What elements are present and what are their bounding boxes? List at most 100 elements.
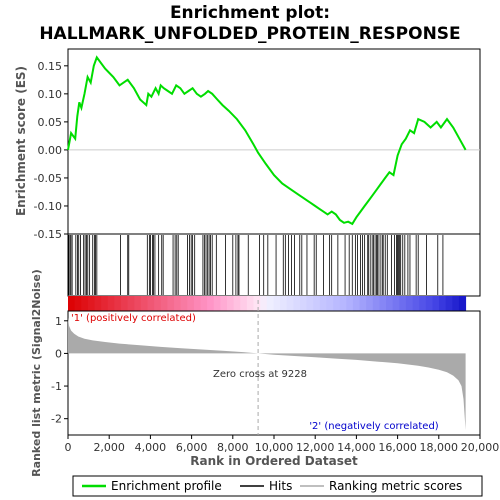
es-panel-frame bbox=[67, 48, 481, 235]
es-y-tick-label: 0.00 bbox=[38, 144, 63, 157]
rank-bar-segment bbox=[233, 296, 241, 311]
es-y-axis-label: Enrichment score (ES) bbox=[14, 66, 28, 216]
metric-y-axis: -2 -1 0 1 bbox=[51, 315, 68, 426]
legend: Enrichment profile Hits Ranking metric sco… bbox=[82, 479, 462, 493]
rank-bar-segment bbox=[74, 296, 82, 311]
rank-bar-segment bbox=[154, 296, 162, 311]
rank-bar-segment bbox=[68, 296, 76, 311]
rank-bar-segment bbox=[352, 296, 361, 311]
rank-bar-segment bbox=[326, 296, 334, 311]
rank-bar-segment bbox=[220, 296, 228, 311]
rank-bar-segment bbox=[167, 296, 175, 311]
rank-bar-segment bbox=[359, 296, 367, 311]
es-y-tick-label: 0.15 bbox=[38, 60, 63, 73]
rank-bar-segment bbox=[273, 296, 281, 311]
x-tick-label: 6,000 bbox=[176, 441, 208, 454]
metric-y-axis-label: Ranked list metric (Signal2Noise) bbox=[30, 269, 43, 477]
rank-bar-segment bbox=[419, 296, 427, 311]
rank-bar-segment bbox=[306, 296, 314, 311]
hits-panel-frame bbox=[67, 233, 481, 297]
es-y-tick-label: 0.10 bbox=[38, 88, 63, 101]
rank-bar-segment bbox=[187, 296, 195, 311]
metric-y-tick-label: -2 bbox=[51, 413, 62, 426]
rank-bar-segment bbox=[372, 296, 380, 311]
rank-bar-segment bbox=[339, 296, 347, 311]
x-tick-label: 16,000 bbox=[378, 441, 417, 454]
x-tick-label: 2,000 bbox=[93, 441, 125, 454]
rank-bar-segment bbox=[246, 296, 255, 311]
negative-correlation-label: '2' (negatively correlated) bbox=[309, 421, 438, 432]
rank-bar-segment bbox=[405, 296, 414, 311]
chart-title-line1: Enrichment plot: bbox=[170, 3, 330, 23]
rank-bar-segment bbox=[227, 296, 235, 311]
chart-title-line2: HALLMARK_UNFOLDED_PROTEIN_RESPONSE bbox=[39, 24, 460, 44]
rank-bar-segment bbox=[313, 296, 321, 311]
x-tick-label: 10,000 bbox=[255, 441, 294, 454]
legend-label-0: Enrichment profile bbox=[111, 479, 222, 493]
rank-bar-segment bbox=[101, 296, 109, 311]
positive-correlation-label: '1' (positively correlated) bbox=[71, 313, 196, 324]
rank-bar-segment bbox=[379, 296, 387, 311]
rank-bar-segment bbox=[412, 296, 420, 311]
rank-bar-segment bbox=[134, 296, 142, 311]
rank-bar-segment bbox=[293, 296, 301, 311]
rank-bar-segment bbox=[425, 296, 433, 311]
metric-panel-frame bbox=[67, 310, 481, 436]
hits-group bbox=[68, 235, 444, 295]
rank-bar-segment bbox=[81, 296, 89, 311]
rank-bar-segment bbox=[180, 296, 188, 311]
rank-bar-segment bbox=[213, 296, 221, 311]
es-y-tick-label: -0.05 bbox=[34, 172, 62, 185]
rank-bar-segment bbox=[299, 296, 308, 311]
x-tick-label: 12,000 bbox=[296, 441, 335, 454]
rank-bar-segment bbox=[94, 296, 102, 311]
rank-bar-segment bbox=[260, 296, 268, 311]
x-tick-label: 4,000 bbox=[135, 441, 167, 454]
rank-bar-segment bbox=[127, 296, 135, 311]
rank-bar-segment bbox=[240, 296, 248, 311]
rank-bar-segment bbox=[286, 296, 294, 311]
rank-bar-segment bbox=[439, 296, 447, 311]
legend-box bbox=[72, 475, 483, 497]
rank-bar-segment bbox=[253, 296, 261, 311]
rank-bar-segment bbox=[432, 296, 440, 311]
rank-bar-segment bbox=[392, 296, 400, 311]
rank-bar-segment bbox=[458, 296, 467, 311]
x-axis: 0 2,000 4,000 6,000 8,000 10,000 12,000 14,000 1… bbox=[65, 435, 500, 454]
es-y-tick-label: -0.10 bbox=[34, 200, 62, 213]
rank-color-bar bbox=[68, 296, 467, 311]
rank-bar-segment bbox=[366, 296, 374, 311]
x-tick-label: 8,000 bbox=[217, 441, 249, 454]
rank-bar-segment bbox=[193, 296, 202, 311]
rank-bar-segment bbox=[386, 296, 394, 311]
zero-cross-label: Zero cross at 9228 bbox=[213, 369, 307, 380]
es-y-tick-label: 0.05 bbox=[38, 116, 63, 129]
rank-bar-segment bbox=[266, 296, 274, 311]
rank-bar-segment bbox=[445, 296, 453, 311]
rank-bar-segment bbox=[346, 296, 354, 311]
legend-label-1: Hits bbox=[269, 479, 292, 493]
rank-bar-segment bbox=[107, 296, 115, 311]
rank-bar-segment bbox=[114, 296, 122, 311]
es-y-tick-label: -0.15 bbox=[34, 228, 62, 241]
x-tick-label: 0 bbox=[65, 441, 72, 454]
metric-y-tick-label: -1 bbox=[51, 380, 62, 393]
rank-bar-segment bbox=[399, 296, 407, 311]
x-tick-label: 20,000 bbox=[461, 441, 500, 454]
rank-bar-segment bbox=[452, 296, 460, 311]
rank-bar-segment bbox=[87, 296, 96, 311]
x-tick-label: 14,000 bbox=[337, 441, 376, 454]
metric-y-tick-label: 1 bbox=[55, 315, 62, 328]
rank-bar-segment bbox=[319, 296, 327, 311]
rank-bar-segment bbox=[140, 296, 149, 311]
legend-label-2: Ranking metric scores bbox=[329, 479, 462, 493]
rank-bar-segment bbox=[200, 296, 208, 311]
x-axis-label: Rank in Ordered Dataset bbox=[190, 454, 358, 468]
rank-bar-segment bbox=[121, 296, 129, 311]
enrichment-profile-line bbox=[67, 55, 467, 226]
rank-bar-segment bbox=[174, 296, 182, 311]
metric-y-tick-label: 0 bbox=[55, 347, 62, 360]
rank-bar-segment bbox=[207, 296, 215, 311]
